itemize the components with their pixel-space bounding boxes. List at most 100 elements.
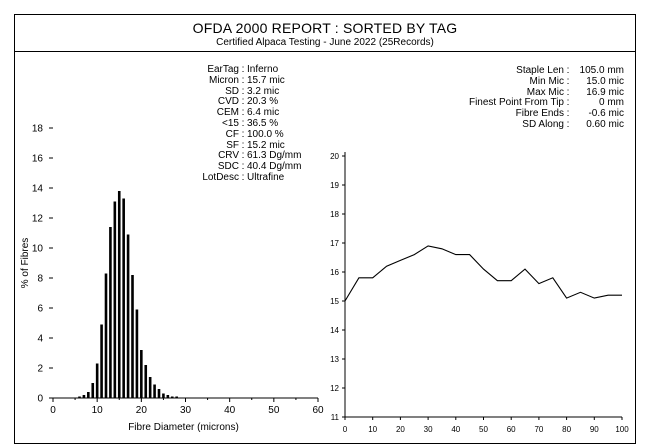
report-subtitle: Certified Alpaca Testing - June 2022 (25… [216,37,434,48]
profile-stats-panel: Staple Len:105.0 mm Min Mic:15.0 mic Max M… [420,65,624,131]
fibre-stat-separator: : [241,96,245,108]
histogram-bar [78,396,81,398]
profile-stat-row: Max Mic: 16.9 mic [420,86,624,99]
fibre-stat-separator: : [241,117,245,129]
fibre-stat-separator: : [241,161,245,173]
histogram-bar [170,396,174,398]
y-tick-label: 8 [37,274,43,285]
fibre-stat-row: SF:15.2 mic [140,139,357,152]
profile-stat-label: Staple Len [516,65,564,76]
fibre-stat-separator: : [241,128,245,140]
histogram-bar [157,389,161,398]
fibre-stat-value: Ultrafine [247,171,285,183]
fibre-stat-value: 100.0 % [247,128,284,140]
fibre-stat-label: SF [226,139,239,151]
profile-stat-value: 16.9 mic [586,86,624,98]
y-tick-label: 14 [32,184,44,195]
fibre-stat-separator: : [241,171,245,183]
fibre-stat-row: EarTag: Inferno [140,64,357,76]
profile-stat-separator: : [566,86,570,98]
profile-stat-separator: : [566,75,570,87]
fibre-stat-row: CEM:6.4 mic [140,107,357,119]
fibre-stat-label: EarTag [207,64,239,75]
histogram-bar [153,384,156,398]
fibre-stat-separator: : [241,107,245,119]
x-tick-label: 20 [136,405,148,416]
x-tick-label: 40 [224,405,236,416]
fibre-stat-label: SD [225,85,239,97]
x-tick-label: 60 [312,405,324,416]
x-tick-label: 30 [180,405,192,416]
histogram-bar [95,363,99,398]
fibre-stat-value: 61.3 Dg/mm [247,150,302,162]
histogram-bar [82,395,86,398]
profile-stat-separator: : [566,108,570,120]
report-header: OFDA 2000 REPORT : SORTED BY TAG Certifi… [14,14,636,52]
fibre-stat-label: SDC [217,161,239,173]
profile-stat-value: 15.0 mic [586,75,624,87]
fibre-stat-label: CEM [216,107,239,119]
fibre-stat-value: 3.2 mic [247,85,280,97]
fibre-stat-row: SD:3.2 mic [140,85,357,98]
histogram-bar [148,377,152,398]
fibre-stats-panel: EarTag: Inferno Micron:15.7 mic SD:3.2 mic C… [140,64,357,184]
fibre-stat-separator: : [241,74,245,86]
histogram-bar [140,350,143,398]
profile-stat-value: 0 mm [599,97,624,109]
profile-stat-value: 0.60 mic [586,118,624,130]
fibre-stat-value: 15.2 mic [247,139,285,151]
histogram-bar [162,393,165,398]
y-tick-label: 10 [32,244,44,255]
fibre-stat-label: Micron [208,74,239,86]
fibre-stat-row: LotDesc: Ultrafine [140,171,357,184]
fibre-stat-value: 6.4 mic [247,107,280,119]
profile-stat-value: 105.0 mm [579,65,624,76]
x-tick-label: 0 [50,405,56,416]
histogram-bar [135,309,139,398]
fibre-stat-row: SDC:40.4 Dg/mm [140,161,357,173]
histogram-bar [126,234,130,398]
profile-stat-row: Staple Len:105.0 mm [420,65,624,77]
profile-stat-row: SD Along: 0.60 mic [420,118,624,131]
x-tick-label: 50 [268,405,280,416]
profile-stat-row: Fibre Ends: -0.6 mic [420,108,624,120]
fibre-stat-label: LotDesc [202,171,239,183]
x-axis-title: Fibre Diameter (microns) [128,422,239,433]
y-tick-label: 4 [37,334,43,345]
fibre-stat-row: CF:100.0 % [140,128,357,141]
histogram-bar [144,365,148,398]
profile-stat-value: -0.6 mic [588,108,624,120]
histogram-bar [87,392,90,398]
fibre-stat-value: 36.5 % [247,117,279,129]
histogram-bar [104,273,108,398]
y-tick-label: 16 [32,154,44,165]
report-title: OFDA 2000 REPORT : SORTED BY TAG [192,20,458,36]
profile-stat-row: Min Mic: 15.0 mic [420,75,624,88]
fibre-stat-value: Inferno [247,64,279,75]
fibre-stat-label: CVD [217,96,239,108]
profile-stat-label: Fibre Ends [515,108,564,120]
fibre-stat-value: 20.3 % [247,96,279,108]
fibre-stat-separator: : [241,139,245,151]
histogram-bar [175,396,178,398]
y-tick-label: 2 [37,364,43,375]
fibre-stat-row: CVD:20.3 % [140,97,357,108]
fibre-stat-row: CRV:61.3 Dg/mm [140,151,357,162]
fibre-stat-value: 15.7 mic [247,74,285,86]
profile-stat-separator: : [566,97,570,109]
fibre-stat-row: <15:36.5 % [140,117,357,130]
fibre-stat-label: CRV [218,150,239,162]
histogram-bar [131,275,134,398]
x-tick-label: 10 [92,405,104,416]
y-tick-label: 6 [37,304,43,315]
profile-stat-label: Min Mic [529,75,564,87]
y-tick-label: 12 [32,214,44,225]
histogram-bar [122,198,125,398]
histogram-bar [100,324,103,398]
y-tick-label: 0 [37,394,43,405]
profile-stat-label: SD Along [522,118,564,130]
profile-stat-label: Finest Point From Tip [468,97,564,109]
histogram-bar [166,395,170,398]
y-tick-label: 18 [32,124,44,135]
